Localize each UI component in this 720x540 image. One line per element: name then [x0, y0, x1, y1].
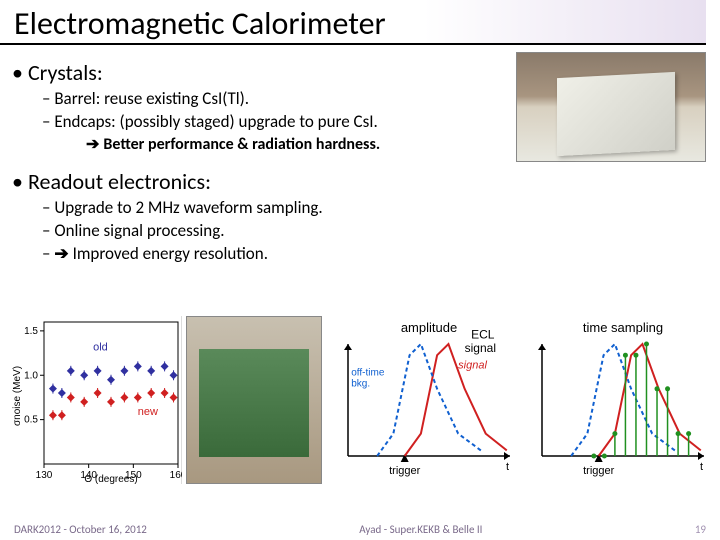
bullet-crystals: Crystals: [30, 59, 700, 86]
svg-text:1.0: 1.0 [24, 370, 38, 381]
bullet-upgrade: Upgrade to 2 MHz waveform sampling. [58, 197, 700, 218]
amplitude-chart: amplitudettriggeroff-timebkg.signalECLsi… [326, 316, 516, 484]
noise-scatter-svg: 1301401501600.51.01.5σnoise (MeV)Θ (degr… [10, 316, 182, 484]
bullet-endcaps: Endcaps: (possibly staged) upgrade to pu… [58, 111, 700, 132]
svg-text:off-time: off-time [351, 367, 385, 378]
svg-text:t: t [506, 461, 509, 473]
slide-footer: DARK2012 - October 16, 2012 Ayad - Super… [0, 523, 720, 536]
svg-text:bkg.: bkg. [351, 379, 370, 390]
figure-row: 1301401501600.51.01.5σnoise (MeV)Θ (degr… [10, 316, 710, 488]
svg-text:signal: signal [465, 341, 496, 355]
svg-text:trigger: trigger [389, 465, 421, 477]
svg-text:new: new [138, 406, 158, 418]
bullet-barrel: Barrel: reuse existing CsI(Tl). [58, 88, 700, 109]
slide-title: Electromagnetic Calorimeter [0, 0, 706, 45]
bullet-readout: Readout electronics: [30, 168, 700, 195]
pcb-board [199, 349, 309, 457]
svg-text:signal: signal [458, 360, 487, 372]
time-sampling-svg: time sampling t trigger [520, 316, 710, 484]
bullet-online: Online signal processing. [58, 220, 700, 241]
svg-text:Θ (degrees): Θ (degrees) [84, 474, 137, 484]
svg-text:trigger: trigger [583, 465, 615, 477]
svg-text:t: t [700, 461, 703, 473]
footer-left: DARK2012 - October 16, 2012 [14, 523, 147, 536]
svg-text:160: 160 [170, 470, 182, 481]
arrow-icon: ➔ [54, 243, 68, 264]
amplitude-svg: amplitudettriggeroff-timebkg.signalECLsi… [326, 316, 516, 484]
arrow-icon: ➔ [86, 135, 99, 154]
bullet-better: ➔Better performance & radiation hardness… [86, 134, 700, 154]
content-area: Crystals: Barrel: reuse existing CsI(Tl)… [0, 45, 720, 264]
bullet-improved: ➔Improved energy resolution. [58, 243, 700, 264]
time-sampling-chart: time sampling t trigger [520, 316, 710, 484]
svg-text:130: 130 [36, 470, 53, 481]
svg-text:time sampling: time sampling [583, 320, 663, 335]
svg-text:1.5: 1.5 [24, 326, 38, 337]
svg-text:σnoise (MeV): σnoise (MeV) [12, 366, 23, 426]
pcb-photo [186, 316, 322, 484]
footer-center: Ayad - Super.KEKB & Belle II [359, 523, 482, 536]
svg-text:0.5: 0.5 [24, 415, 38, 426]
svg-text:ECL: ECL [471, 327, 495, 341]
svg-text:old: old [93, 341, 108, 353]
noise-scatter-chart: 1301401501600.51.01.5σnoise (MeV)Θ (degr… [10, 316, 182, 484]
svg-text:amplitude: amplitude [401, 320, 457, 335]
footer-page: 19 [695, 523, 706, 536]
